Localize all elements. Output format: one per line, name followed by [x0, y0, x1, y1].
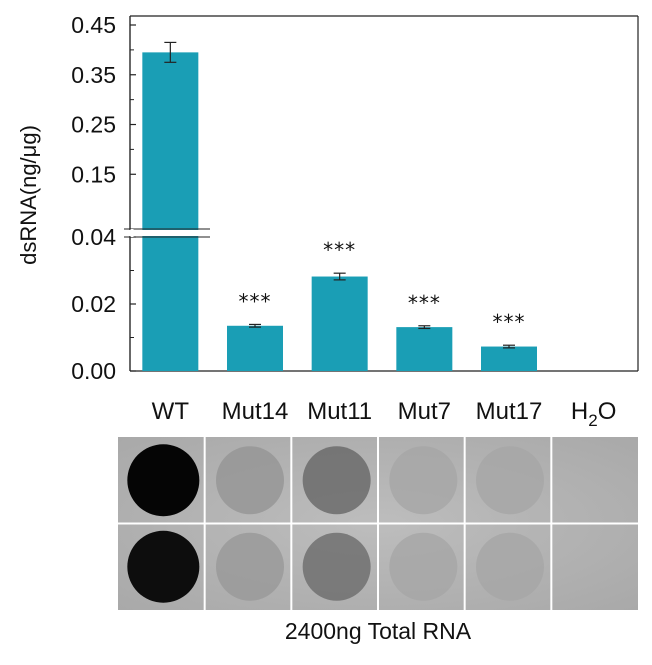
blot-dot [216, 532, 284, 601]
bar-chart: 0.00 0.02 0.04 0.15 0.25 0.35 0.45 dsRNA(ng/μg)… [16, 12, 639, 430]
x-category-label: Mut17 [476, 398, 543, 425]
bar-wt [142, 52, 199, 372]
blot-dot [216, 446, 284, 515]
axis-break-gap [122, 230, 212, 236]
blot-dot [389, 446, 458, 515]
bar-mut17 [481, 346, 537, 371]
dot-blot-image [118, 437, 638, 610]
y-tick-label: 0.45 [71, 12, 116, 38]
y-tick-label: 0.35 [71, 62, 116, 88]
blot-dot [127, 444, 200, 517]
y-tick-label: 0.00 [71, 358, 116, 384]
bar-mut14 [227, 325, 283, 371]
blot-dot [476, 446, 544, 515]
x-category-label: Mut11 [307, 398, 372, 425]
blot-caption: 2400ng Total RNA [284, 618, 472, 644]
y-tick-label: 0.25 [71, 112, 116, 138]
y-tick-label: 0.15 [71, 161, 116, 187]
blot-dot [302, 532, 371, 601]
blot-dot [302, 446, 371, 515]
y-tick-label: 0.04 [71, 224, 116, 250]
bar-mut11 [311, 276, 368, 371]
x-category-label: Mut14 [222, 398, 289, 425]
y-tick-label: 0.02 [71, 291, 116, 317]
bar-mut7 [396, 327, 453, 371]
y-axis-title: dsRNA(ng/μg) [16, 125, 41, 265]
blot-dot [127, 530, 200, 603]
x-category-label: WT [152, 398, 190, 425]
significance-marker: *** [493, 310, 526, 334]
significance-marker: *** [239, 289, 272, 313]
significance-marker: *** [408, 291, 441, 315]
x-category-label: H2O [571, 398, 616, 430]
blot-dot [476, 532, 544, 601]
significance-marker: *** [323, 238, 356, 262]
x-category-label: Mut7 [398, 398, 451, 425]
blot-dot [389, 532, 458, 601]
